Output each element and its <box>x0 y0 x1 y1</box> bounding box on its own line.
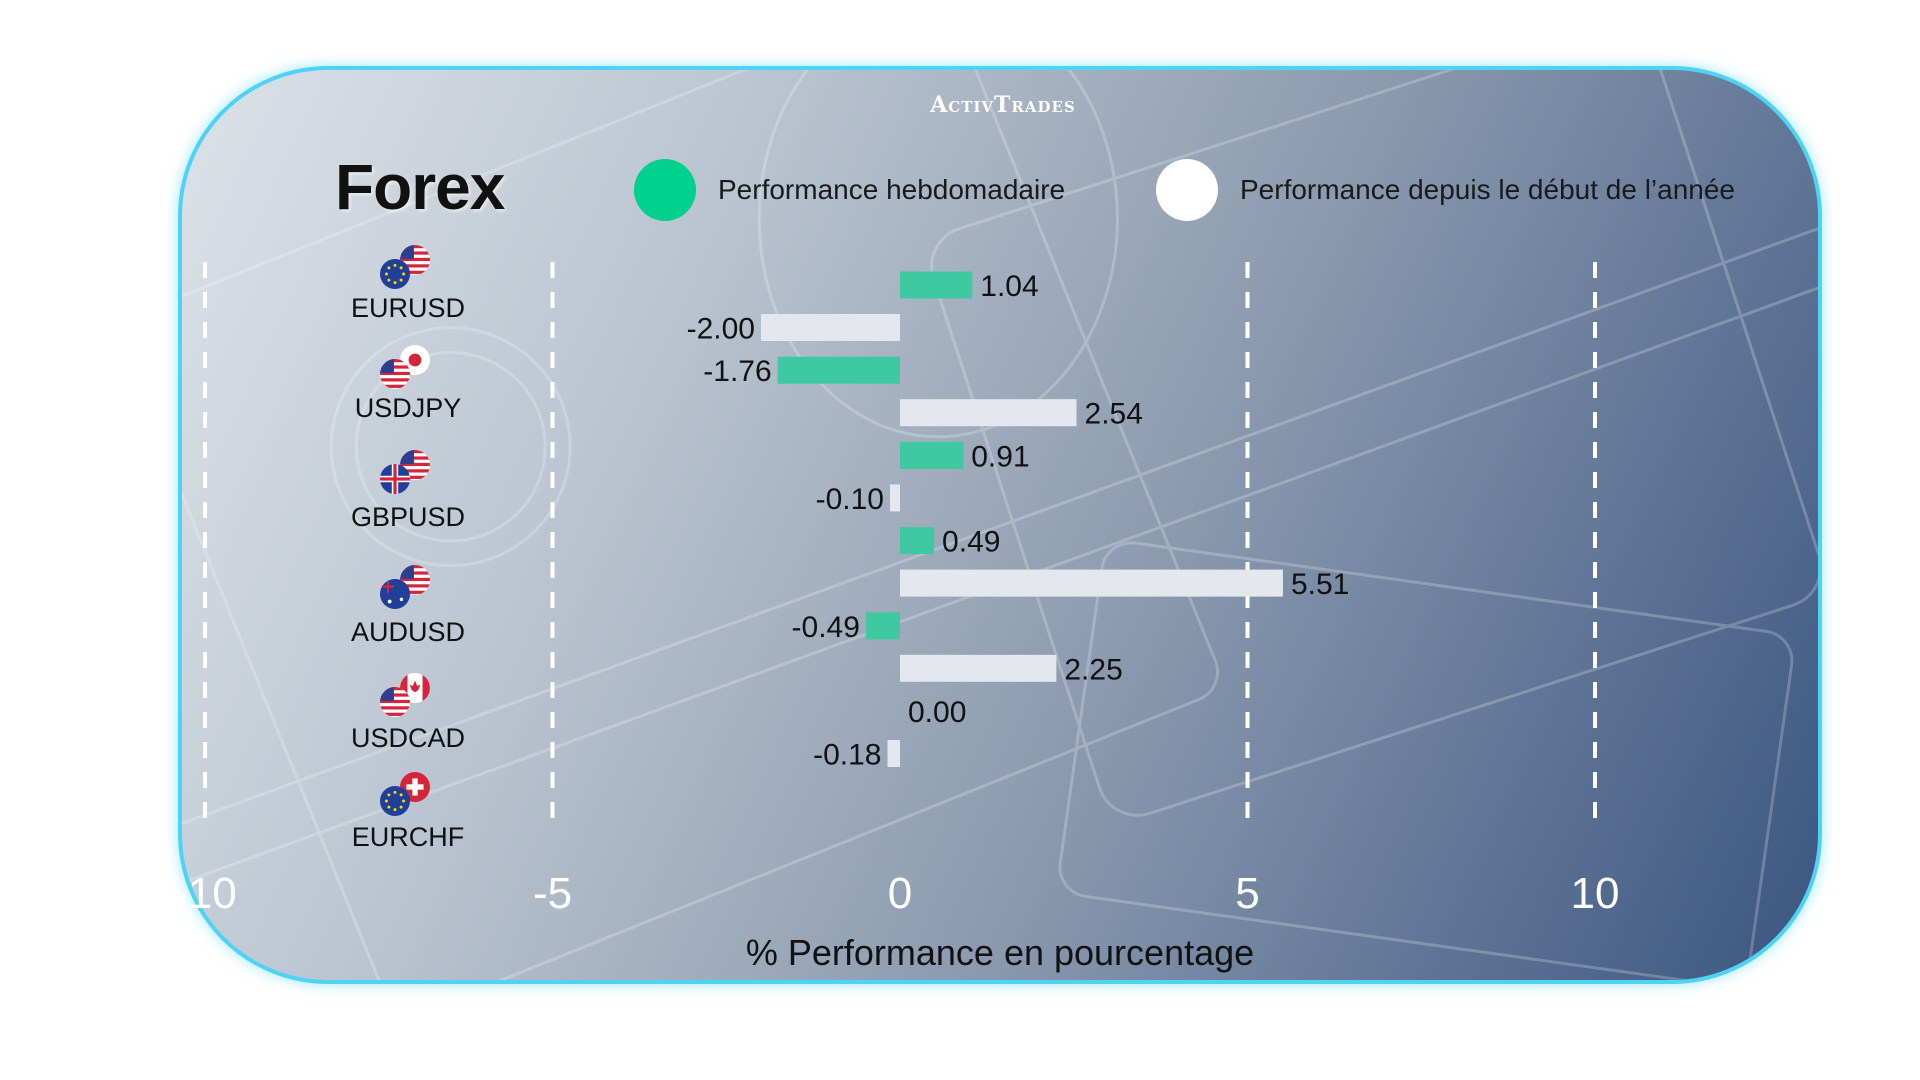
x-tick-label: 15 <box>1918 869 1920 918</box>
weekly-value-label: -1.76 <box>703 355 771 388</box>
weekly-value-label: 1.04 <box>980 270 1038 303</box>
legend-item-weekly: Performance hebdomadaire <box>634 159 1066 221</box>
ytd-bar <box>761 314 900 341</box>
pair-label-usdcad: USDCAD <box>350 723 465 753</box>
pair-label-usdjpy: USDJPY <box>354 393 462 423</box>
weekly-bar <box>900 271 973 299</box>
flag-pair-eurchf <box>380 772 440 818</box>
x-tick-label: 10 <box>1571 869 1620 918</box>
chart-card <box>178 66 1822 984</box>
legend-swatch-ytd <box>1156 159 1218 221</box>
pair-label-eurchf: EURCHF <box>351 822 465 852</box>
pair-label-eurusd: EURUSD <box>350 293 465 323</box>
ytd-bar <box>890 484 900 512</box>
flag-pair-audusd <box>380 565 440 611</box>
legend-item-ytd: Performance depuis le début de l’année <box>1156 159 1736 221</box>
weekly-value-label: -0.49 <box>792 611 860 644</box>
us-flag-icon <box>380 687 410 717</box>
flag-pair-eurusd <box>380 245 440 291</box>
ytd-bar <box>900 569 1283 597</box>
ytd-value-label: -2.00 <box>687 313 755 346</box>
x-tick-label: 0 <box>888 869 912 918</box>
eu-flag-icon <box>380 786 410 816</box>
uk-flag-icon <box>380 464 410 494</box>
weekly-bar <box>900 527 935 555</box>
chart-title: Forex <box>335 151 505 223</box>
flag-pair-gbpusd <box>380 450 440 496</box>
legend-label-weekly: Performance hebdomadaire <box>718 174 1066 205</box>
weekly-value-label: 0.00 <box>908 696 966 729</box>
us-flag-icon <box>380 359 410 389</box>
weekly-bar <box>900 441 964 469</box>
eu-flag-icon <box>380 259 410 289</box>
ytd-value-label: 2.25 <box>1064 653 1122 686</box>
au-flag-icon <box>380 579 410 609</box>
activtrades-logo: ActivTrades <box>930 92 1076 118</box>
weekly-value-label: 0.49 <box>942 526 1000 559</box>
weekly-bar <box>777 356 900 384</box>
ytd-bar <box>900 399 1077 427</box>
legend-label-ytd: Performance depuis le début de l’année <box>1240 174 1736 205</box>
ytd-value-label: 5.51 <box>1291 568 1349 601</box>
flag-pair-usdcad <box>380 673 440 719</box>
x-tick-label: -5 <box>533 869 572 918</box>
ytd-bar <box>887 740 900 767</box>
weekly-bar <box>865 612 900 640</box>
legend-swatch-weekly <box>634 159 696 221</box>
x-tick-label: -10 <box>173 869 237 918</box>
x-tick-label: 5 <box>1235 869 1259 918</box>
ytd-bar <box>900 654 1057 682</box>
ytd-value-label: -0.18 <box>813 739 881 772</box>
us-flag-icon <box>400 450 430 480</box>
flag-pair-usdjpy <box>380 345 440 391</box>
ytd-value-label: 2.54 <box>1085 398 1143 431</box>
pair-label-gbpusd: GBPUSD <box>350 502 466 532</box>
ytd-value-label: -0.10 <box>816 483 884 516</box>
x-axis-label: % Performance en pourcentage <box>746 932 1254 973</box>
weekly-value-label: 0.91 <box>971 440 1029 473</box>
pair-label-audusd: AUDUSD <box>350 617 465 647</box>
